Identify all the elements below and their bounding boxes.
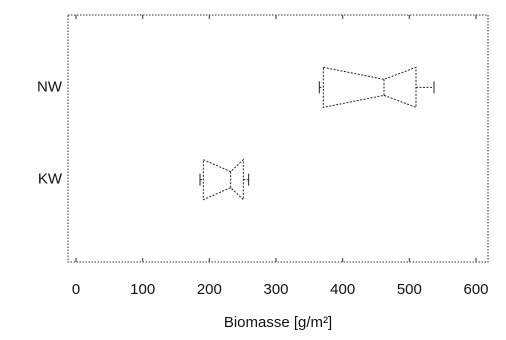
x-tick-label: 300 xyxy=(263,281,288,298)
y-tick-label: NW xyxy=(37,78,63,95)
x-tick-label: 200 xyxy=(197,281,222,298)
y-tick-label: KW xyxy=(38,171,63,188)
x-tick-label: 500 xyxy=(397,281,422,298)
x-tick-label: 100 xyxy=(130,281,155,298)
x-tick-label: 0 xyxy=(72,281,80,298)
x-axis-label: Biomasse [g/m²] xyxy=(224,314,332,331)
plot-frame xyxy=(67,14,489,263)
x-tick-label: 600 xyxy=(463,281,488,298)
box xyxy=(322,66,417,109)
x-tick-label: 400 xyxy=(330,281,355,298)
box xyxy=(202,158,244,201)
